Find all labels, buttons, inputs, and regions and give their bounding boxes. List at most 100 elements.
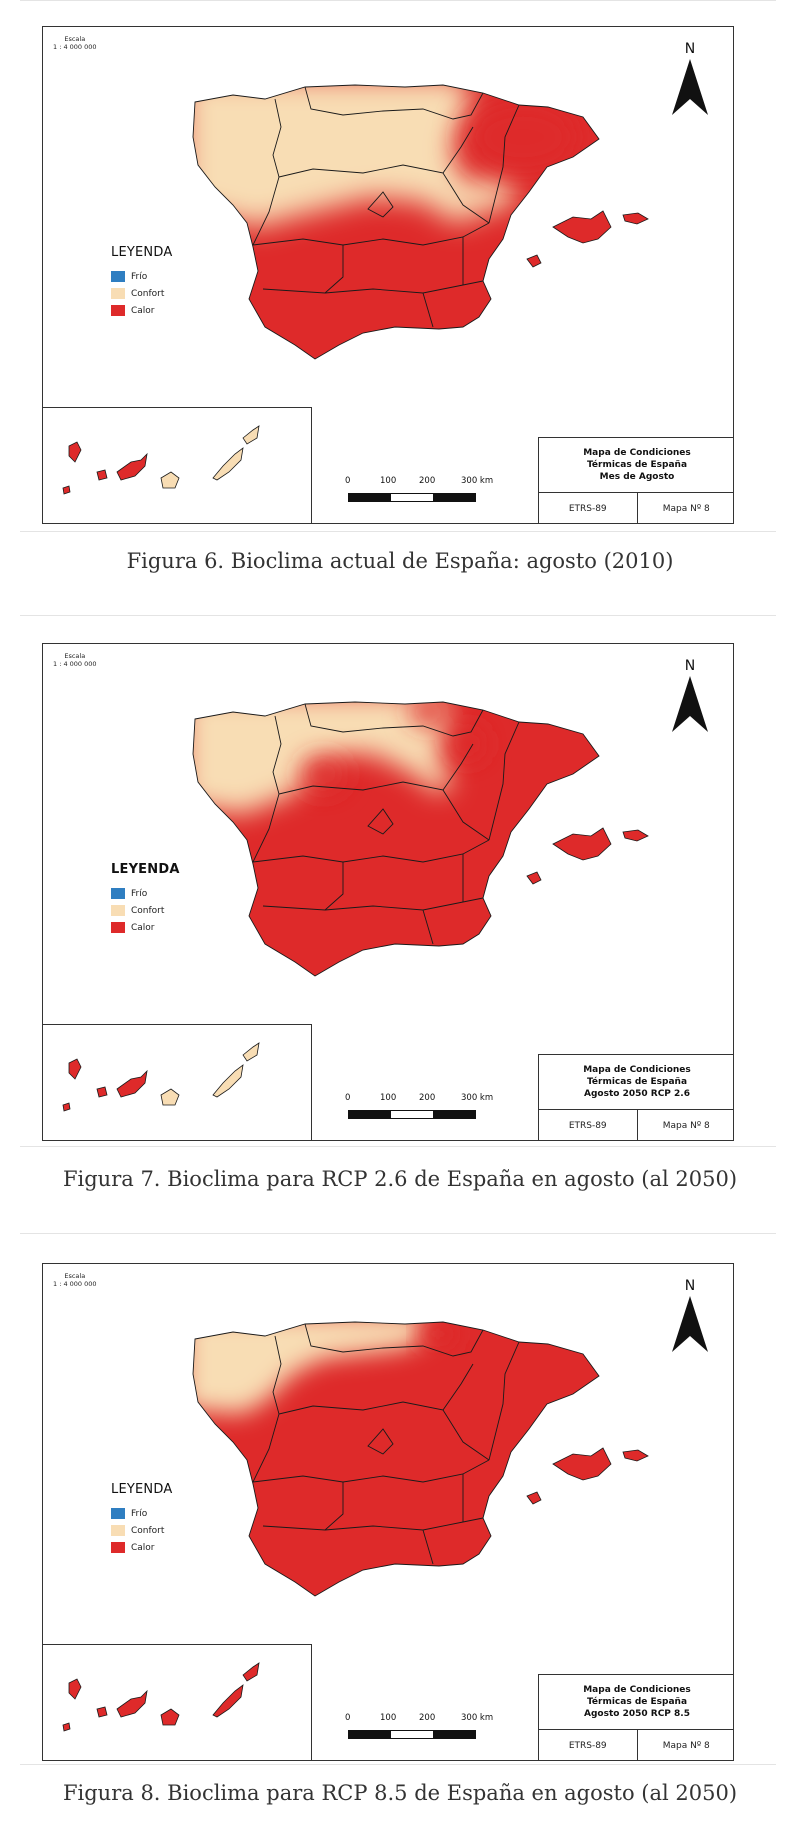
map-info-title: Mapa de Condiciones Térmicas de España M… [539,438,733,493]
legend-swatch [111,305,125,316]
legend-item-frio: Frío [111,1505,172,1522]
scale-bar-label: 300 km [461,476,494,486]
figure-6: Escala 1 : 4 000 000 N LEYENDA Frío Conf… [0,0,800,600]
scale-bar-label: 200 [419,1713,436,1723]
canary-islands-inset [43,407,312,523]
map-info-box: Mapa de Condiciones Térmicas de España A… [538,1674,733,1760]
map-panel: Escala 1 : 4 000 000 N LEYENDA Frío Conf… [42,1263,734,1761]
map-number: Mapa Nº 8 [662,1740,710,1751]
scale-title: Escala [64,35,86,43]
map-info-line: Mes de Agosto [599,472,675,482]
legend-item-calor: Calor [111,919,180,936]
legend-item-confort: Confort [111,902,180,919]
north-arrow-icon [672,59,708,115]
legend: LEYENDA Frío Confort Calor [111,862,180,936]
spain-map [192,701,649,977]
map-panel: Escala 1 : 4 000 000 N LEYENDA Frío Conf… [42,26,734,524]
scale-bar-graphic [348,1730,476,1739]
scale-bar-label: 0 [345,1093,351,1103]
scale-value: 1 : 4 000 000 [53,1280,97,1288]
scale-bar: 0 100 200 300 km [345,476,498,506]
legend-title: LEYENDA [111,245,173,260]
scale-bar-label: 200 [419,1093,436,1103]
map-info-line: Agosto 2050 RCP 8.5 [584,1709,690,1719]
legend-item-calor: Calor [111,302,172,319]
legend-label: Confort [131,905,165,916]
scale-bar-label: 0 [345,1713,351,1723]
legend-label: Frío [131,271,148,282]
legend-label: Frío [131,888,148,899]
scale-title: Escala [64,652,86,660]
spain-map [192,1321,649,1597]
legend-label: Confort [131,288,165,299]
legend-item-confort: Confort [111,1522,172,1539]
scale-bar-graphic [348,493,476,502]
map-info-line: Térmicas de España [586,1697,688,1707]
figure-caption: Figura 6. Bioclima actual de España: ago… [126,549,674,573]
figure-frame [20,1233,776,1765]
map-info-title: Mapa de Condiciones Térmicas de España A… [539,1055,733,1110]
legend-label: Calor [131,305,155,316]
scale-bar: 0 100 200 300 km [345,1713,498,1743]
scale-bar-labels: 0 100 200 300 km [345,1093,498,1105]
figure-frame [20,0,776,532]
legend-item-confort: Confort [111,285,172,302]
legend-item-frio: Frío [111,268,172,285]
legend-swatch [111,1542,125,1553]
canary-islands-map [62,1662,260,1732]
map-info-box: Mapa de Condiciones Térmicas de España M… [538,437,733,523]
legend-item-calor: Calor [111,1539,172,1556]
figure-caption: Figura 7. Bioclima para RCP 2.6 de Españ… [62,1167,738,1191]
scale-label: Escala 1 : 4 000 000 [53,35,97,51]
legend-swatch [111,271,125,282]
legend-label: Calor [131,1542,155,1553]
scale-bar-label: 100 [380,1713,397,1723]
scale-bar-graphic [348,1110,476,1119]
canary-islands-inset [43,1024,312,1140]
canary-islands-map [62,425,260,495]
figure-caption: Figura 8. Bioclima para RCP 8.5 de Españ… [62,1781,738,1805]
scale-bar-labels: 0 100 200 300 km [345,476,498,488]
map-info-line: Mapa de Condiciones [583,448,691,458]
map-info-box: Mapa de Condiciones Térmicas de España A… [538,1054,733,1140]
scale-label: Escala 1 : 4 000 000 [53,1272,97,1288]
north-arrow: N [668,658,712,734]
legend-item-frio: Frío [111,885,180,902]
scale-label: Escala 1 : 4 000 000 [53,652,97,668]
scale-bar: 0 100 200 300 km [345,1093,498,1123]
legend: LEYENDA Frío Confort Calor [111,245,172,319]
spain-map [192,84,649,360]
north-arrow: N [668,41,712,117]
map-info-line: Agosto 2050 RCP 2.6 [584,1089,690,1099]
figure-7: Escala 1 : 4 000 000 N LEYENDA Frío Conf… [0,615,800,1225]
legend-title: LEYENDA [111,1482,173,1497]
scale-bar-labels: 0 100 200 300 km [345,1713,498,1725]
scale-bar-label: 300 km [461,1093,494,1103]
map-panel: Escala 1 : 4 000 000 N LEYENDA Frío Conf… [42,643,734,1141]
canary-islands-inset [43,1644,312,1760]
north-letter: N [684,658,696,674]
legend-swatch [111,888,125,899]
scale-title: Escala [64,1272,86,1280]
legend-label: Confort [131,1525,165,1536]
legend-swatch [111,905,125,916]
north-arrow: N [668,1278,712,1354]
canary-islands-map [62,1042,260,1112]
legend-label: Frío [131,1508,148,1519]
map-datum: ETRS-89 [539,1110,638,1140]
legend-title: LEYENDA [111,862,180,877]
map-number: Mapa Nº 8 [662,503,710,514]
map-info-line: Mapa de Condiciones [583,1065,691,1075]
legend-swatch [111,1525,125,1536]
legend-swatch [111,922,125,933]
map-datum: ETRS-89 [539,1730,638,1760]
scale-bar-label: 200 [419,476,436,486]
north-letter: N [684,1278,696,1294]
map-info-line: Mapa de Condiciones [583,1685,691,1695]
figure-8: Escala 1 : 4 000 000 N LEYENDA Frío Conf… [0,1233,800,1823]
north-arrow-icon [672,676,708,732]
legend: LEYENDA Frío Confort Calor [111,1482,172,1556]
scale-bar-label: 0 [345,476,351,486]
map-info-line: Térmicas de España [586,460,688,470]
scale-bar-label: 300 km [461,1713,494,1723]
